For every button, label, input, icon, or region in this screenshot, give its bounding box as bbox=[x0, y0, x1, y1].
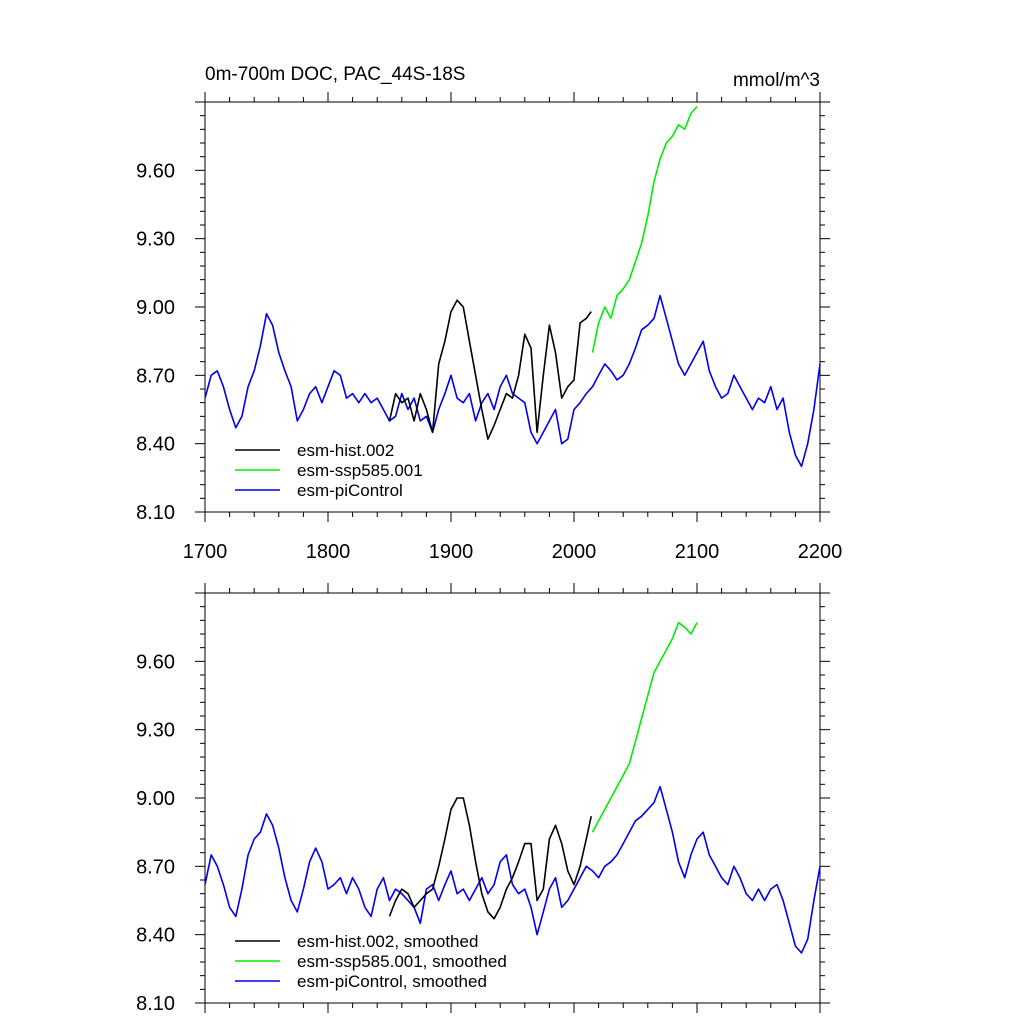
y-tick-label: 9.30 bbox=[136, 720, 175, 742]
bottom-panel: 8.10 8.40 8.70 9.00 9.30 9.60 esm-hist.002, s… bbox=[136, 583, 830, 1015]
y-tick-label: 8.40 bbox=[136, 925, 175, 947]
chart-title: 0m-700m DOC, PAC_44S-18S bbox=[205, 64, 465, 85]
y-tick-label: 9.00 bbox=[136, 788, 175, 810]
series-group bbox=[204, 106, 821, 468]
legend-label: esm-piControl, smoothed bbox=[297, 972, 487, 991]
y-tick-label: 9.60 bbox=[136, 651, 175, 673]
series-group bbox=[204, 621, 821, 954]
y-tick-label: 8.70 bbox=[136, 365, 175, 387]
units-label: mmol/m^3 bbox=[733, 70, 820, 91]
series-line-0 bbox=[388, 797, 592, 920]
x-tick-label: 1700 bbox=[183, 541, 228, 563]
x-tick-label: 1900 bbox=[429, 541, 474, 563]
x-tick-label: 2100 bbox=[675, 541, 720, 563]
series-line-1 bbox=[591, 106, 698, 353]
x-tick-label: 2200 bbox=[798, 541, 843, 563]
x-tick-label: 2000 bbox=[552, 541, 597, 563]
series-line-1 bbox=[591, 621, 698, 833]
top-panel: 0m-700m DOC, PAC_44S-18S mmol/m^3 1700 18… bbox=[136, 64, 842, 563]
legend-label: esm-ssp585.001, smoothed bbox=[297, 952, 507, 971]
legend-label: esm-hist.002, smoothed bbox=[297, 932, 478, 951]
series-line-2 bbox=[204, 294, 821, 468]
legend-label: esm-hist.002 bbox=[297, 441, 394, 460]
axis-ticks: 8.10 8.40 8.70 9.00 9.30 9.60 bbox=[136, 583, 830, 1015]
y-tick-label: 9.00 bbox=[136, 297, 175, 319]
y-tick-label: 9.60 bbox=[136, 160, 175, 182]
x-tick-label: 1800 bbox=[306, 541, 351, 563]
series-line-2 bbox=[204, 785, 821, 954]
axis-ticks: 1700 1800 1900 2000 2100 2200 8.10 8.40 8.70 9.00… bbox=[136, 92, 842, 563]
legend-label: esm-ssp585.001 bbox=[297, 461, 423, 480]
y-tick-label: 9.30 bbox=[136, 229, 175, 251]
y-tick-label: 8.10 bbox=[136, 502, 175, 524]
series-line-0 bbox=[388, 299, 592, 440]
y-tick-label: 8.10 bbox=[136, 993, 175, 1015]
y-tick-label: 8.40 bbox=[136, 434, 175, 456]
legend-label: esm-piControl bbox=[297, 481, 403, 500]
y-tick-label: 8.70 bbox=[136, 856, 175, 878]
